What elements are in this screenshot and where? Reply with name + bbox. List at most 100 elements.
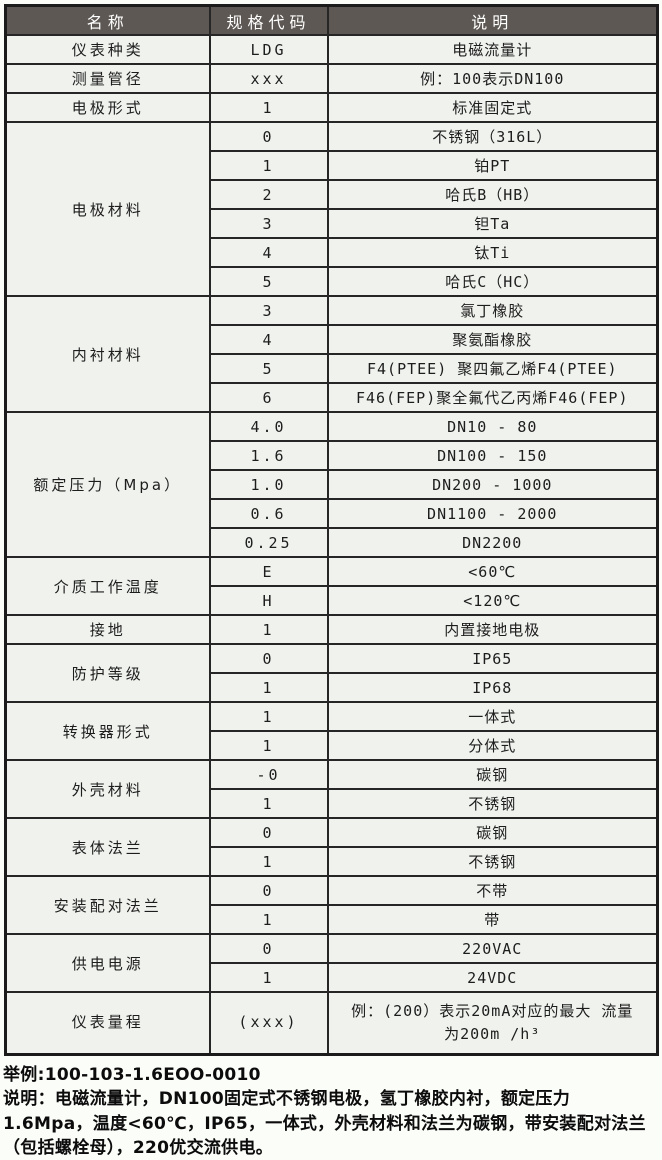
spec-code: 5	[208, 266, 329, 297]
spec-code: 1.0	[208, 469, 329, 500]
spec-row: 4 钛Ti	[6, 237, 659, 268]
description-line: 说明：电磁流量计，DN100固定式不锈钢电极，氢丁橡胶内衬，额定压力1.6Mpa…	[3, 1089, 646, 1158]
spec-row: 1 24VDC	[6, 962, 659, 993]
spec-row: 1 铂PT	[6, 150, 659, 181]
spec-description: DN2200	[326, 527, 659, 558]
spec-row: 1 分体式	[6, 730, 659, 761]
spec-code: 0	[208, 875, 329, 906]
spec-code: 1.6	[208, 440, 329, 471]
spec-description: DN1100 - 2000	[326, 498, 659, 529]
spec-code: 0	[208, 817, 329, 848]
spec-code: 0	[208, 933, 329, 964]
spec-code: 1	[208, 92, 329, 123]
spec-code: 4	[208, 324, 329, 355]
spec-code: 1	[208, 672, 329, 703]
spec-row: 外壳材料 -0 碳钢	[4, 759, 659, 819]
spec-row: 6 F46(FEP)聚全氟代乙丙烯F46(FEP)	[6, 382, 659, 413]
spec-code: 3	[208, 208, 329, 239]
spec-code: 1	[208, 730, 329, 761]
example-line: 举例:100-103-1.6EOO-0010	[3, 1065, 261, 1085]
spec-description: DN200 - 1000	[326, 469, 659, 500]
spec-row: 防护等级 0 IP65	[4, 643, 659, 703]
spec-row: 1 IP68	[6, 672, 659, 703]
spec-row: 仪表种类 LDG 电磁流量计	[4, 34, 659, 65]
spec-row: 仪表量程 (xxx) 例：(200）表示20mA对应的最大 流量为200m /h³	[4, 991, 659, 1056]
spec-description: 聚氨酯橡胶	[326, 324, 659, 355]
spec-group-name: 内衬材料	[4, 295, 211, 413]
spec-code: 1	[208, 150, 329, 181]
spec-code: 4.0	[208, 411, 329, 442]
spec-group-name: 转换器形式	[4, 701, 211, 761]
spec-row: 4 聚氨酯橡胶	[6, 324, 659, 355]
spec-row: 电极材料 0 不锈钢（316L）	[4, 121, 659, 297]
spec-code: 3	[208, 295, 329, 326]
spec-group-name: 表体法兰	[4, 817, 211, 877]
spec-code: E	[208, 556, 329, 587]
spec-description: 标准固定式	[326, 92, 659, 123]
spec-description: 例：100表示DN100	[326, 63, 659, 94]
spec-description: 钽Ta	[326, 208, 659, 239]
spec-group-name: 防护等级	[4, 643, 211, 703]
spec-row: 供电电源 0 220VAC	[4, 933, 659, 993]
header-name: 名称	[4, 4, 211, 36]
spec-description: DN100 - 150	[326, 440, 659, 471]
spec-description: IP65	[326, 643, 659, 674]
spec-code: (xxx)	[208, 991, 329, 1056]
spec-description: 不带	[326, 875, 659, 906]
spec-description: 一体式	[326, 701, 659, 732]
spec-code: 1	[208, 904, 329, 935]
spec-description: 内置接地电极	[326, 614, 659, 645]
spec-description: 不锈钢（316L）	[326, 121, 659, 152]
spec-row: 测量管径 xxx 例：100表示DN100	[4, 63, 659, 94]
spec-group-name: 外壳材料	[4, 759, 211, 819]
spec-row: 安装配对法兰 0 不带	[4, 875, 659, 935]
spec-code: 4	[208, 237, 329, 268]
spec-description: 220VAC	[326, 933, 659, 964]
spec-description: <120℃	[326, 585, 659, 616]
footer-notes: 举例:100-103-1.6EOO-0010 说明：电磁流量计，DN100固定式…	[3, 1063, 659, 1160]
spec-code: 5	[208, 353, 329, 384]
spec-table-body: 仪表种类 LDG 电磁流量计 测量管径 xxx 例：100表示DN100 电极形式 1 标准固定…	[4, 34, 659, 1056]
spec-code: -0	[208, 759, 329, 790]
spec-description: 24VDC	[326, 962, 659, 993]
spec-code: 0	[208, 121, 329, 152]
spec-description: F46(FEP)聚全氟代乙丙烯F46(FEP)	[326, 382, 659, 413]
spec-row: 0.25 DN2200	[6, 527, 659, 558]
spec-description: <60℃	[326, 556, 659, 587]
spec-group-name: 仪表种类	[4, 34, 211, 65]
spec-code: 0.25	[208, 527, 329, 558]
spec-row: 介质工作温度 E <60℃	[4, 556, 659, 616]
spec-row: 接地 1 内置接地电极	[4, 614, 659, 645]
spec-row: 表体法兰 0 碳钢	[4, 817, 659, 877]
spec-group-name: 电极形式	[4, 92, 211, 123]
spec-code: 1	[208, 701, 329, 732]
spec-description: DN10 - 80	[326, 411, 659, 442]
spec-row: 2 哈氏B（HB）	[6, 179, 659, 210]
spec-row: 内衬材料 3 氯丁橡胶	[4, 295, 659, 413]
spec-row: H <120℃	[6, 585, 659, 616]
spec-group-name: 接地	[4, 614, 211, 645]
spec-description: 哈氏C（HC）	[326, 266, 659, 297]
spec-group-name: 测量管径	[4, 63, 211, 94]
spec-row: 5 哈氏C（HC）	[6, 266, 659, 297]
spec-description: 分体式	[326, 730, 659, 761]
spec-row: 1 不锈钢	[6, 846, 659, 877]
spec-group-name: 额定压力（Mpa）	[4, 411, 211, 558]
spec-code: H	[208, 585, 329, 616]
spec-row: 额定压力（Mpa） 4.0 DN10 - 80	[4, 411, 659, 558]
spec-description: 碳钢	[326, 759, 659, 790]
header-desc: 说明	[326, 4, 659, 36]
spec-row: 5 F4(PTEE) 聚四氟乙烯F4(PTEE)	[6, 353, 659, 384]
spec-code: 6	[208, 382, 329, 413]
spec-description: 不锈钢	[326, 846, 659, 877]
spec-code: 1	[208, 846, 329, 877]
spec-group-name: 供电电源	[4, 933, 211, 993]
spec-code: 1	[208, 614, 329, 645]
spec-row: 3 钽Ta	[6, 208, 659, 239]
spec-description: 钛Ti	[326, 237, 659, 268]
spec-row: 1.6 DN100 - 150	[6, 440, 659, 471]
spec-row: 0.6 DN1100 - 2000	[6, 498, 659, 529]
spec-description: 不锈钢	[326, 788, 659, 819]
spec-table-header-row: 名称 规格代码 说明	[4, 4, 659, 36]
